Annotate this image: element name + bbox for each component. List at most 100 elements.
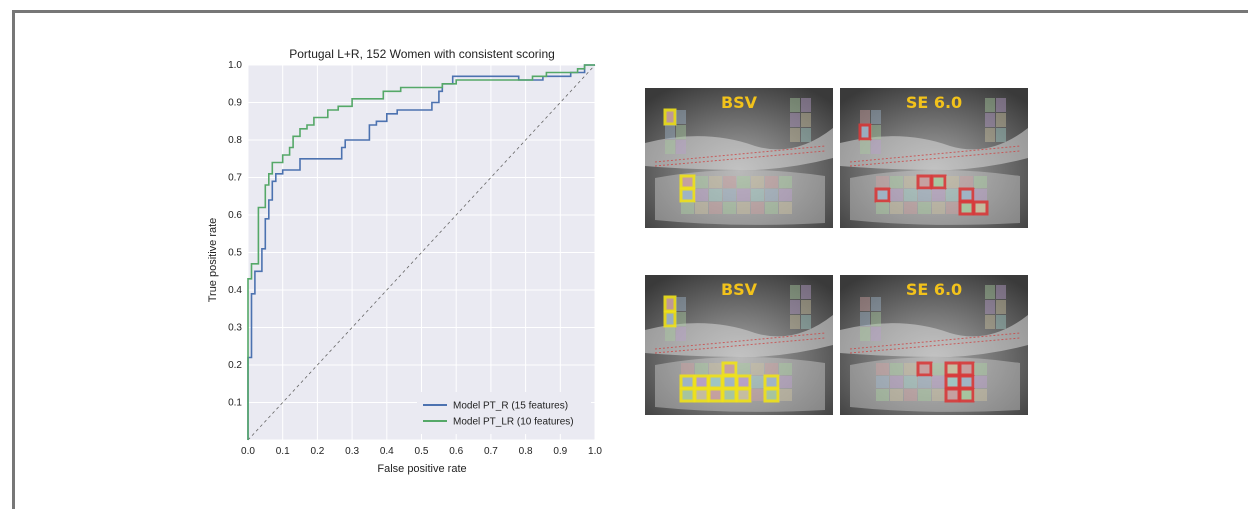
region-cell [693, 387, 710, 403]
region-cell [904, 389, 917, 401]
region-cell [996, 113, 1006, 127]
region-cell [871, 140, 881, 154]
region-cell [890, 189, 903, 201]
x-tick-label: 1.0 [588, 446, 602, 457]
y-tick-label: 0.4 [228, 285, 242, 296]
region-cell [958, 361, 975, 377]
region-cell [874, 187, 891, 203]
y-tick-label: 0.8 [228, 135, 242, 146]
xray-method-label: SE 6.0 [906, 93, 962, 112]
x-tick-label: 0.4 [380, 446, 394, 457]
region-cell [790, 98, 800, 112]
region-cell [946, 202, 959, 214]
region-cell [904, 376, 917, 388]
xray-method-label: BSV [721, 280, 758, 299]
joint-line [849, 150, 1021, 167]
region-cell [916, 174, 933, 190]
region-cell [974, 376, 987, 388]
region-cell [663, 310, 677, 328]
femur-shape [840, 315, 1028, 357]
region-cell [996, 98, 1006, 112]
region-cell [665, 140, 675, 154]
region-cell [751, 202, 764, 214]
x-tick-label: 0.0 [241, 446, 255, 457]
x-tick-label: 0.8 [519, 446, 533, 457]
region-cell [681, 363, 694, 375]
plot-area: 0.0 0.1 0.2 0.3 0.4 0.5 0.6 0.7 0.8 0.9 1.0 0.1 0.2 0… [228, 60, 602, 457]
joint-line [849, 337, 1021, 354]
region-cell [918, 376, 931, 388]
region-cell [663, 108, 677, 126]
region-cell [721, 374, 738, 390]
region-cell [676, 297, 686, 311]
joint-line [654, 337, 826, 354]
region-cell [918, 202, 931, 214]
region-cell [972, 200, 989, 216]
region-cell [707, 374, 724, 390]
region-cell [890, 363, 903, 375]
region-cell [679, 187, 696, 203]
region-cell [858, 123, 872, 141]
region-cell [779, 363, 792, 375]
region-cell [946, 189, 959, 201]
region-cell [779, 376, 792, 388]
y-tick-label: 0.2 [228, 360, 242, 371]
region-cell [709, 176, 722, 188]
y-tick-label: 0.7 [228, 173, 242, 184]
region-cell [765, 176, 778, 188]
x-tick-label: 0.7 [484, 446, 498, 457]
region-cell [695, 363, 708, 375]
legend-entry-1: Model PT_R (15 features) [453, 401, 568, 412]
region-cell [681, 202, 694, 214]
region-cell [890, 376, 903, 388]
x-tick-label: 0.9 [553, 446, 567, 457]
region-cell [663, 295, 677, 313]
region-cell [876, 176, 889, 188]
region-cell [751, 189, 764, 201]
region-cell [679, 387, 696, 403]
region-cell [665, 327, 675, 341]
region-cell [801, 315, 811, 329]
region-cell [676, 110, 686, 124]
region-cell [790, 128, 800, 142]
region-cell [723, 189, 736, 201]
region-cell [779, 389, 792, 401]
region-cell [916, 361, 933, 377]
region-cell [763, 374, 780, 390]
region-cell [860, 140, 870, 154]
y-tick-label: 0.1 [228, 398, 242, 409]
region-cell [751, 176, 764, 188]
region-cell [871, 125, 881, 139]
x-tick-label: 0.6 [449, 446, 463, 457]
region-cell [974, 363, 987, 375]
region-cell [996, 128, 1006, 142]
region-cell [693, 374, 710, 390]
x-tick-label: 0.3 [345, 446, 359, 457]
region-cell [871, 312, 881, 326]
joint-line [654, 150, 826, 167]
region-cell [790, 315, 800, 329]
region-cell [904, 363, 917, 375]
x-tick-label: 0.5 [415, 446, 429, 457]
region-cell [765, 189, 778, 201]
y-tick-label: 0.6 [228, 210, 242, 221]
region-cell [765, 363, 778, 375]
region-cell [721, 387, 738, 403]
region-cell [860, 312, 870, 326]
region-cell [890, 389, 903, 401]
region-cell [709, 363, 722, 375]
region-cell [751, 363, 764, 375]
xray-panel-top-right: SE 6.0 [840, 88, 1028, 233]
region-cell [876, 376, 889, 388]
region-cell [996, 285, 1006, 299]
region-cell [765, 202, 778, 214]
xray-panel-top-left: BSV [645, 88, 833, 233]
joint-line [849, 145, 1021, 163]
region-cell [996, 300, 1006, 314]
legend-box [417, 392, 591, 434]
region-cell [737, 176, 750, 188]
region-cell [958, 387, 975, 403]
region-cell [932, 376, 945, 388]
region-cell [735, 387, 752, 403]
region-cell [930, 174, 947, 190]
